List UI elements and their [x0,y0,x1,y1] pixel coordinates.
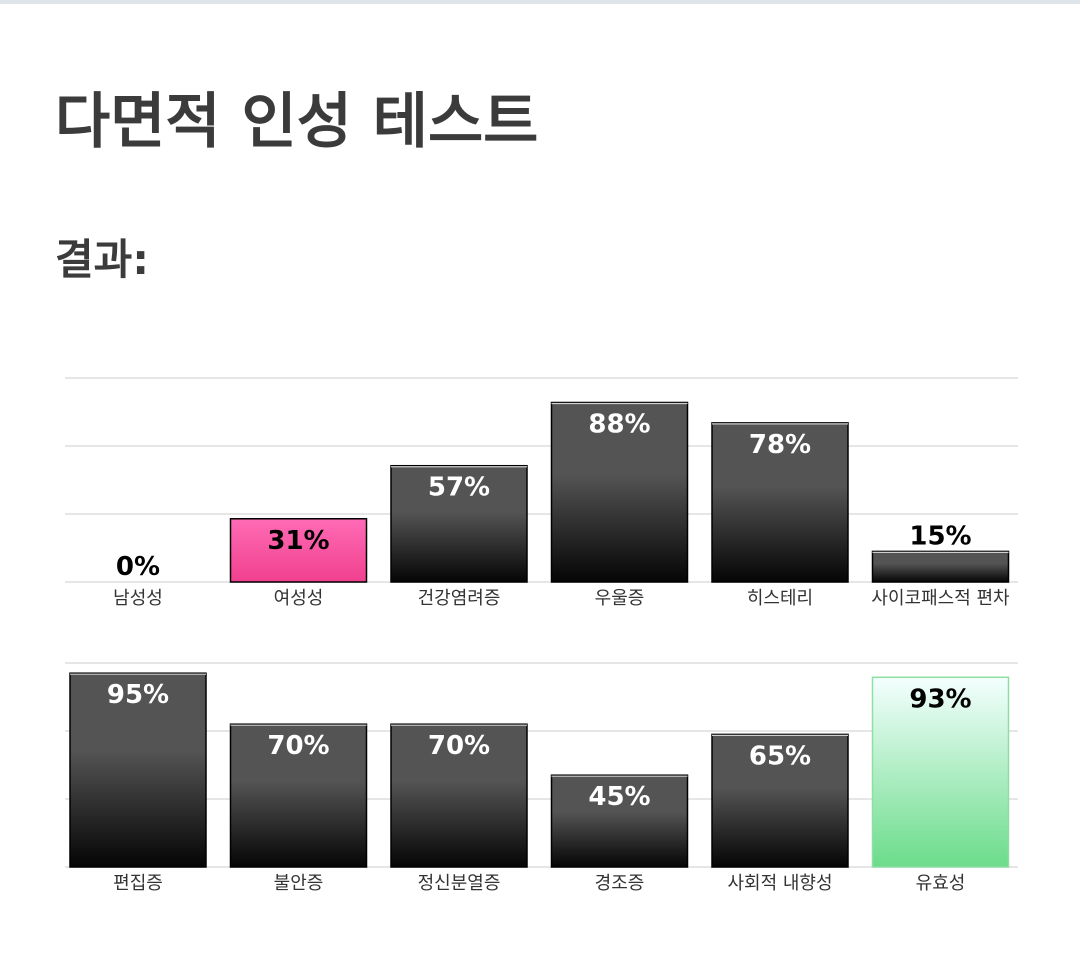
data-label: 70% [267,731,329,761]
category-label: 사이코패스적 편차 [871,588,1010,609]
category-label: 편집증 [113,873,163,894]
data-label: 57% [428,473,490,503]
bar [550,401,689,583]
bar [871,676,1010,868]
category-label: 유효성 [916,873,966,894]
bar [390,723,528,868]
bar [871,550,1010,583]
data-label: 31% [267,526,329,556]
data-label: 45% [588,782,650,812]
results-heading: 결과: [55,235,150,284]
data-label: 88% [588,409,650,439]
top-divider [0,0,1080,4]
category-label: 여성성 [274,588,324,609]
bar [711,733,849,868]
gridlines [65,377,1018,583]
results-chart-top: 0% 남성성 31% 여성성 57% 건강염려증 88% 우울증 78% 히스테리 15% 사이코패스… [65,377,1018,609]
category-label: 사회적 내향성 [727,873,832,894]
data-label: 65% [749,741,811,771]
bar [390,464,528,583]
data-label: 15% [909,521,971,551]
category-label: 정신분열증 [418,873,501,894]
category-label: 히스테리 [747,588,813,609]
category-label: 우울증 [595,588,645,609]
category-label: 불안증 [274,873,324,894]
data-label: 93% [909,684,971,714]
data-label: 70% [428,731,490,761]
data-label: 95% [107,680,169,710]
bar [229,518,368,583]
category-label: 남성성 [113,588,163,609]
category-label: 경조증 [595,873,645,894]
data-label: 0% [116,552,160,582]
category-label: 건강염려증 [418,588,501,609]
bar [69,672,207,868]
data-label: 78% [749,430,811,460]
bar [550,774,689,868]
bar [711,422,849,583]
gridlines [65,662,1018,868]
results-chart-bottom: 95% 편집증 70% 불안증 70% 정신분열증 45% 경조증 65% 사회적 내향성 93% 유… [65,662,1018,894]
bar [229,723,368,868]
page-title: 다면적 인성 테스트 [55,87,539,157]
